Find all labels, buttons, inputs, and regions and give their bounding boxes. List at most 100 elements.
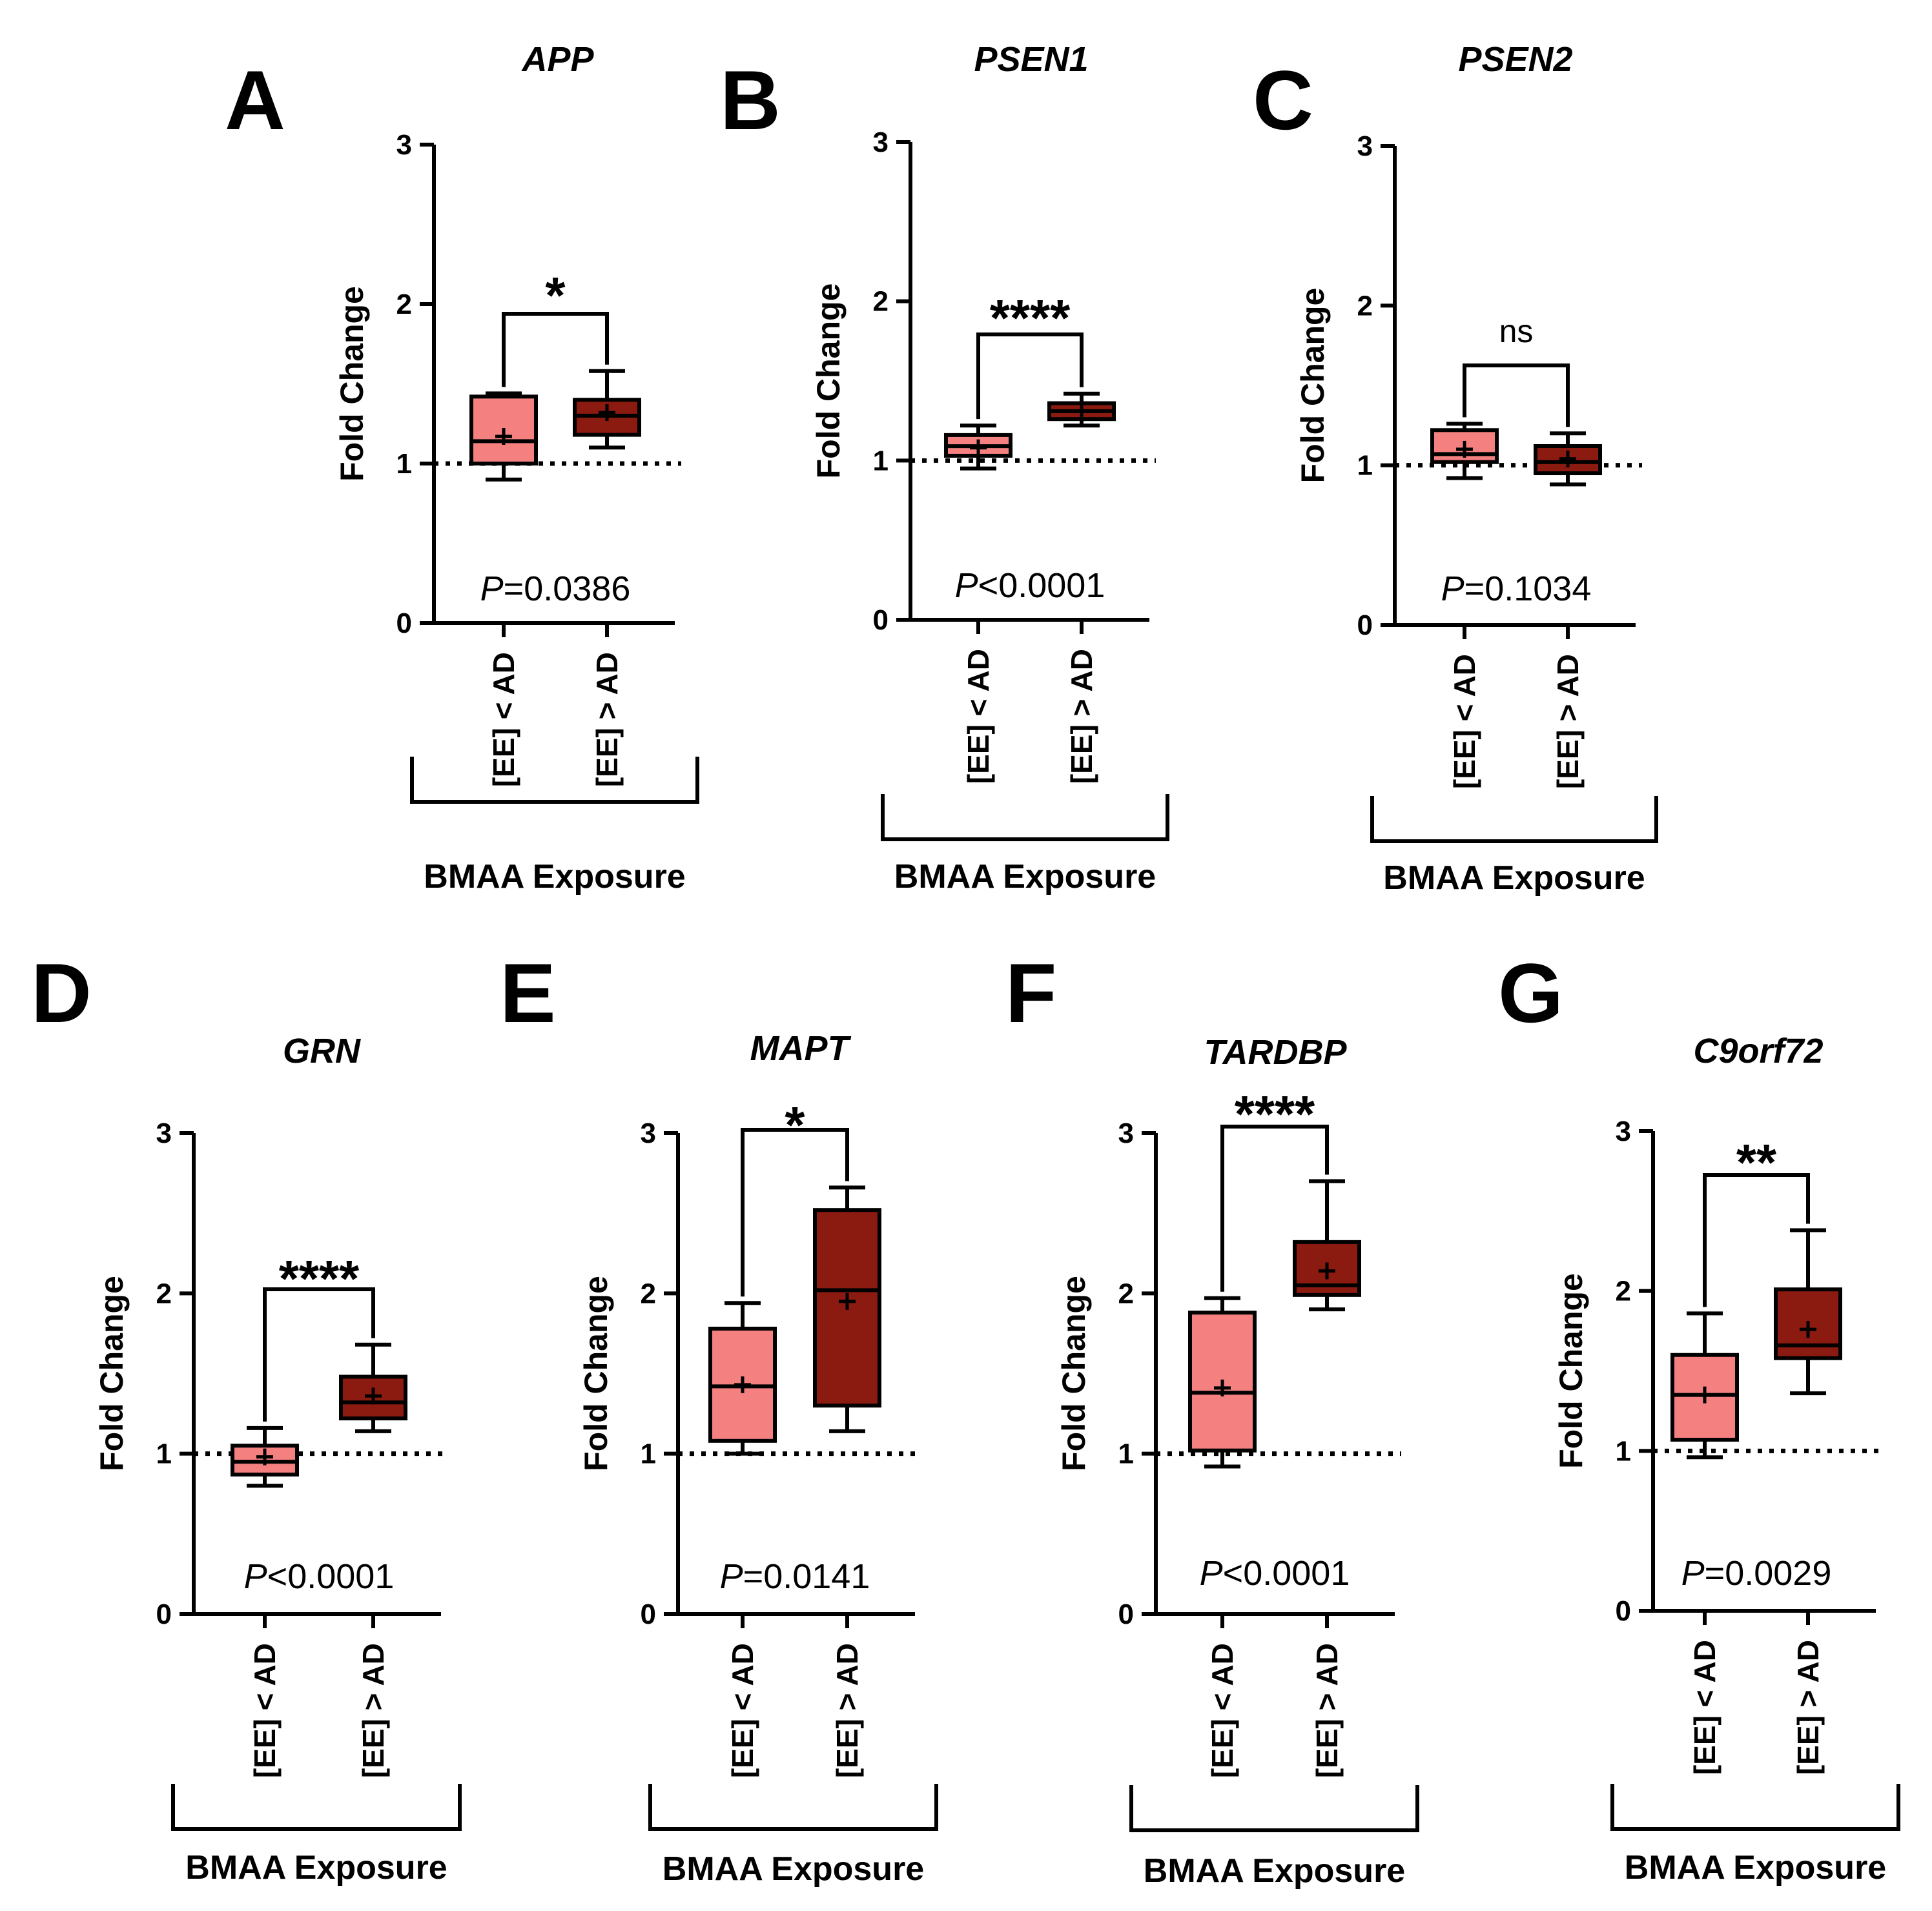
p-value-letter: P [720, 1557, 743, 1596]
p-value-letter: P [244, 1557, 267, 1596]
group-label: BMAA Exposure [185, 1849, 447, 1886]
p-value-number: =0.0029 [1705, 1554, 1832, 1593]
p-value-text: P=0.0141 [720, 1557, 870, 1596]
category-label: [EE] < AD [726, 1643, 759, 1778]
p-value-text: P<0.0001 [244, 1557, 395, 1596]
y-tick-label: 3 [1616, 1116, 1631, 1147]
y-tick-label: 0 [1357, 609, 1373, 641]
group-bracket [410, 757, 699, 804]
group-label: BMAA Exposure [663, 1850, 924, 1888]
group-label: BMAA Exposure [424, 858, 685, 895]
p-value-text: P<0.0001 [1200, 1554, 1350, 1593]
p-value-text: P=0.1034 [1441, 569, 1592, 608]
p-value-text: P<0.0001 [955, 566, 1105, 605]
panel-letter: B [720, 53, 781, 147]
group-label: BMAA Exposure [1144, 1852, 1405, 1890]
y-tick-label: 3 [1118, 1118, 1134, 1149]
gene-title: APP [520, 40, 594, 79]
y-tick-label: 0 [1616, 1595, 1631, 1627]
box-low-exposure [944, 424, 1012, 471]
p-value-text: P=0.0386 [480, 569, 631, 608]
y-tick-label: 2 [1357, 290, 1373, 322]
p-value-text: P=0.0029 [1681, 1554, 1832, 1593]
y-tick-label: 1 [1616, 1435, 1631, 1467]
y-tick-label: 2 [1118, 1278, 1134, 1309]
box-body [1430, 428, 1499, 464]
group-bracket [1610, 1784, 1900, 1831]
panel-a: A APP 0 1 2 3 Fold Change [EE] < AD [EE] > AD * P=… [225, 40, 699, 895]
y-tick-label: 1 [396, 448, 412, 480]
panel-f: F TARDBP 0 1 2 3 Fold Change [EE] < AD [EE] > AD… [1005, 946, 1419, 1890]
category-label: [EE] > AD [1310, 1643, 1344, 1778]
group-bracket [1129, 1785, 1419, 1832]
y-axis-label: Fold Change [1295, 288, 1331, 484]
y-tick-label: 3 [156, 1118, 172, 1149]
gene-title: PSEN1 [974, 40, 1088, 79]
category-label: [EE] < AD [1688, 1640, 1721, 1775]
significance-label: * [545, 267, 566, 324]
panel-letter: F [1005, 946, 1056, 1040]
group-bracket [881, 794, 1169, 841]
y-tick-label: 3 [873, 127, 889, 158]
p-value-letter: P [1441, 569, 1464, 608]
y-tick-label: 2 [873, 286, 889, 318]
group-bracket [648, 1784, 938, 1831]
significance-label: **** [279, 1250, 360, 1307]
y-axis-label: Fold Change [1056, 1276, 1092, 1471]
significance-label: ns [1499, 313, 1534, 349]
box-high-exposure [339, 1342, 407, 1433]
y-tick-label: 1 [1118, 1438, 1134, 1470]
category-label: [EE] < AD [248, 1643, 282, 1778]
group-bracket [1370, 796, 1658, 843]
y-tick-label: 1 [641, 1438, 656, 1470]
box-high-exposure [813, 1185, 881, 1433]
box-low-exposure [1188, 1296, 1257, 1469]
gene-title: C9orf72 [1693, 1032, 1823, 1070]
category-label: [EE] < AD [1206, 1643, 1239, 1778]
y-tick-label: 3 [1357, 130, 1373, 162]
p-value-letter: P [480, 569, 504, 608]
significance-label: ** [1736, 1134, 1777, 1191]
y-tick-label: 0 [156, 1599, 172, 1630]
group-label: BMAA Exposure [1383, 859, 1645, 897]
y-axis-label: Fold Change [578, 1276, 614, 1471]
panel-letter: D [31, 946, 92, 1040]
panel-letter: E [500, 946, 556, 1040]
category-label: [EE] > AD [356, 1643, 390, 1778]
box-high-exposure [1774, 1228, 1842, 1396]
y-tick-label: 0 [396, 608, 412, 639]
y-tick-label: 3 [641, 1118, 656, 1149]
category-label: [EE] > AD [830, 1643, 864, 1778]
p-value-letter: P [1681, 1554, 1705, 1593]
category-label: [EE] > AD [590, 652, 624, 787]
p-value-number: =0.1034 [1464, 569, 1592, 608]
p-value-number: =0.0141 [743, 1557, 870, 1596]
category-label: [EE] < AD [487, 652, 520, 787]
gene-title: MAPT [750, 1029, 852, 1068]
significance-bracket [1463, 363, 1570, 427]
panel-letter: A [225, 53, 285, 147]
gene-title: PSEN2 [1458, 40, 1572, 79]
p-value-number: <0.0001 [267, 1557, 395, 1596]
panel-g: G C9orf72 0 1 2 3 Fold Change [EE] < AD [EE] > A… [1498, 946, 1900, 1886]
gene-title: GRN [283, 1032, 361, 1070]
panel-c: C PSEN2 0 1 2 3 Fold Change [EE] < AD [EE] > AD n… [1253, 40, 1658, 897]
significance-bracket [1703, 1173, 1810, 1307]
significance-bracket [976, 332, 1084, 420]
group-label: BMAA Exposure [1625, 1849, 1886, 1886]
panel-e: E MAPT 0 1 2 3 Fold Change [EE] < AD [EE] > AD * P… [500, 946, 938, 1888]
group-bracket [171, 1784, 462, 1831]
category-label: [EE] > AD [1551, 654, 1585, 789]
y-tick-label: 2 [396, 289, 412, 320]
panel-letter: C [1253, 53, 1313, 147]
significance-label: * [785, 1096, 805, 1154]
group-label: BMAA Exposure [894, 858, 1156, 895]
y-tick-label: 0 [1118, 1599, 1134, 1630]
y-tick-label: 1 [156, 1438, 172, 1470]
y-tick-label: 1 [1357, 450, 1373, 482]
category-label: [EE] > AD [1065, 649, 1098, 784]
y-axis-label: Fold Change [94, 1276, 130, 1471]
box-low-exposure [469, 391, 538, 482]
significance-bracket [502, 312, 609, 387]
